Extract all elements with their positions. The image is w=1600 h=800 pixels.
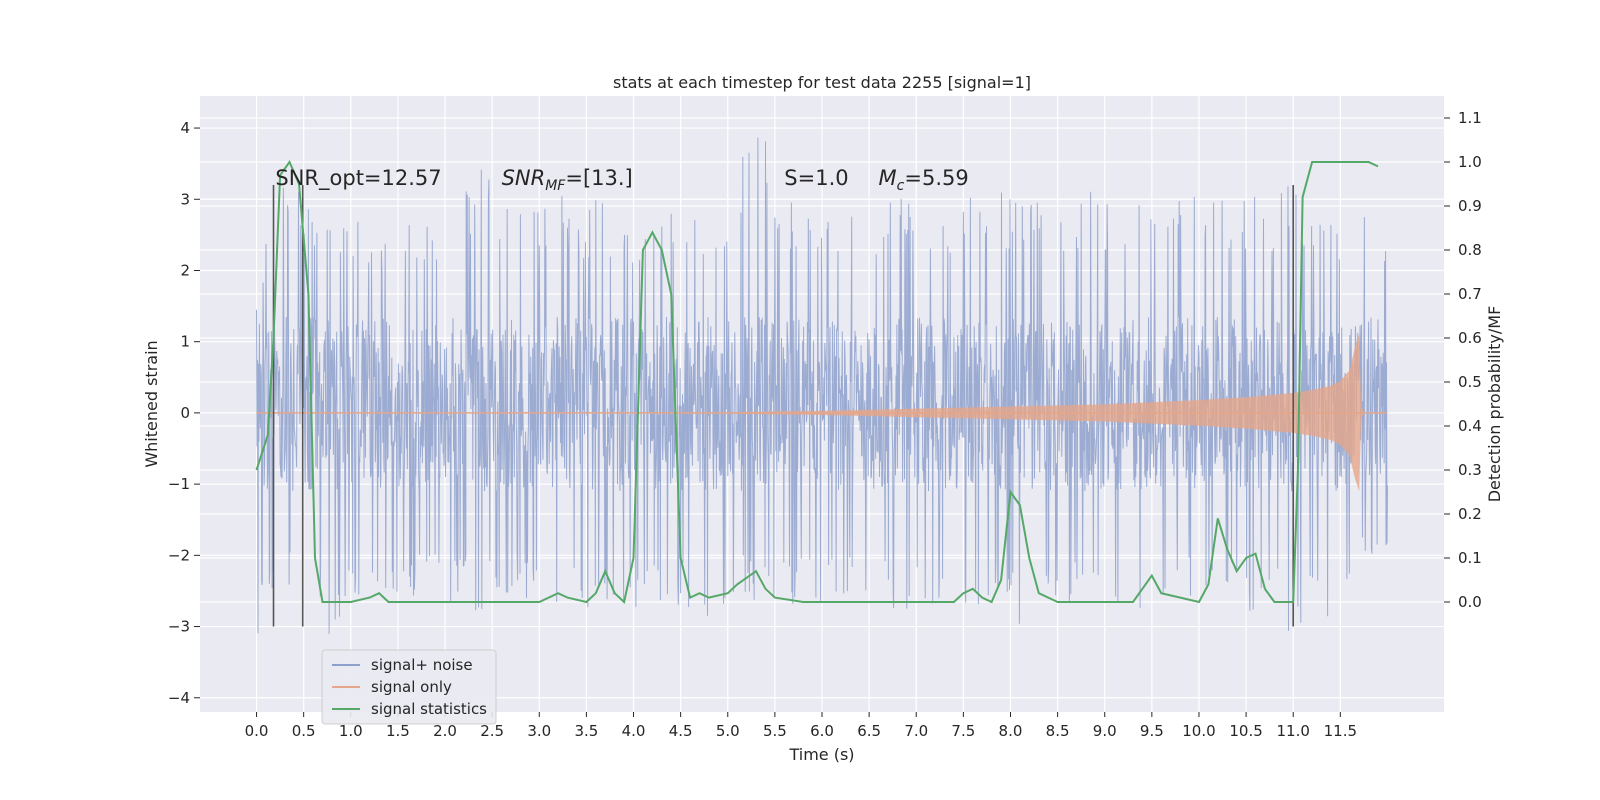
x-tick-label: 5.5 (763, 722, 787, 740)
x-tick-label: 2.5 (480, 722, 504, 740)
legend: signal+ noise signal only signal statist… (321, 649, 497, 725)
signal-only-series (256, 334, 1388, 492)
y-left-tick-label: 2 (180, 261, 190, 279)
legend-box (321, 649, 497, 725)
y-left-axis-ticks: −4 −3 −2 −1 0 1 2 3 4 (168, 119, 200, 707)
chart-title: stats at each timestep for test data 225… (613, 73, 1031, 92)
x-tick-label: 6.0 (810, 722, 834, 740)
x-tick-label: 1.5 (386, 722, 410, 740)
gridlines (200, 96, 1444, 712)
y-right-axis-ticks: 0.0 0.1 0.2 0.3 0.4 0.5 0.6 0.7 0.8 0.9 1.0 1.1 (1444, 109, 1482, 611)
y-right-tick-label: 0.5 (1458, 373, 1482, 391)
vertical-markers (272, 185, 1295, 627)
y-right-tick-label: 0.4 (1458, 417, 1482, 435)
y-left-axis-label: Whitened strain (142, 340, 161, 467)
x-tick-label: 2.0 (433, 722, 457, 740)
y-right-tick-label: 0.7 (1458, 285, 1482, 303)
signal-statistics-series (255, 159, 1379, 604)
y-right-tick-label: 0.6 (1458, 329, 1482, 347)
x-tick-label: 7.0 (904, 722, 928, 740)
x-tick-label: 8.5 (1046, 722, 1070, 740)
x-tick-label: 0.0 (245, 722, 269, 740)
y-left-tick-label: −3 (168, 618, 190, 636)
x-tick-label: 10.0 (1182, 722, 1215, 740)
y-right-tick-label: 1.1 (1458, 109, 1482, 127)
x-tick-label: 7.5 (951, 722, 975, 740)
x-tick-label: 11.5 (1324, 722, 1357, 740)
x-axis-ticks: 0.0 0.5 1.0 1.5 2.0 2.5 3.0 3.5 4.0 4.5 5.0 5.5 6.0 6… (245, 712, 1357, 740)
y-right-tick-label: 0.9 (1458, 197, 1482, 215)
x-tick-label: 3.5 (574, 722, 598, 740)
y-left-tick-label: 0 (180, 404, 190, 422)
y-right-tick-label: 0.2 (1458, 505, 1482, 523)
y-right-tick-label: 1.0 (1458, 153, 1482, 171)
legend-label-signal-noise: signal+ noise (371, 656, 473, 674)
x-tick-label: 4.5 (669, 722, 693, 740)
y-left-tick-label: 1 (180, 333, 190, 351)
signal-noise-trace (256, 137, 1388, 634)
y-right-tick-label: 0.1 (1458, 549, 1482, 567)
y-right-tick-label: 0.3 (1458, 461, 1482, 479)
x-tick-label: 3.0 (527, 722, 551, 740)
x-tick-label: 9.5 (1140, 722, 1164, 740)
x-tick-label: 0.5 (292, 722, 316, 740)
annotation-text: SNRMF=[13.] (502, 166, 633, 194)
annotations: SNR_opt=12.57 SNRMF=[13.] S=1.0 Mc=5.59 (275, 166, 968, 194)
x-axis-label: Time (s) (788, 745, 854, 764)
legend-label-signal-statistics: signal statistics (371, 700, 487, 718)
y-left-tick-label: −2 (168, 546, 190, 564)
x-tick-label: 1.0 (339, 722, 363, 740)
y-left-tick-label: −4 (168, 689, 190, 707)
y-right-axis-label: Detection probability/MF (1485, 306, 1504, 503)
x-tick-label: 8.0 (999, 722, 1023, 740)
y-left-tick-label: 4 (180, 119, 190, 137)
y-right-tick-label: 0.0 (1458, 593, 1482, 611)
signal-statistics-line (255, 159, 1379, 604)
annotation-text: S=1.0 (784, 166, 848, 190)
x-tick-label: 11.0 (1277, 722, 1310, 740)
annotation-text: Mc=5.59 (879, 166, 969, 194)
legend-label-signal-only: signal only (371, 678, 452, 696)
y-right-tick-label: 0.8 (1458, 241, 1482, 259)
x-tick-label: 6.5 (857, 722, 881, 740)
annotation-text: SNR_opt=12.57 (275, 166, 441, 191)
signal-noise-series (256, 137, 1388, 634)
y-left-tick-label: 3 (180, 190, 190, 208)
y-left-tick-label: −1 (168, 475, 190, 493)
x-tick-label: 5.0 (716, 722, 740, 740)
x-tick-label: 4.0 (622, 722, 646, 740)
x-tick-label: 10.5 (1229, 722, 1262, 740)
x-tick-label: 9.0 (1093, 722, 1117, 740)
